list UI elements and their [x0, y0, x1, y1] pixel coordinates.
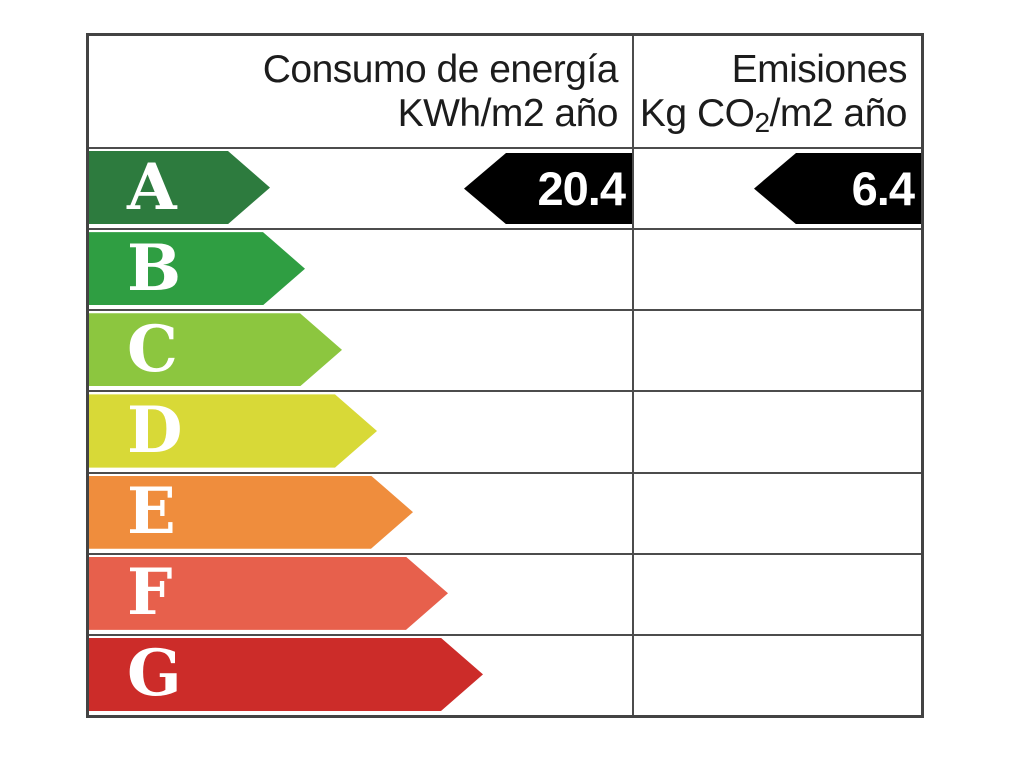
emisiones-cell: [634, 311, 921, 390]
table-header: Consumo de energía KWh/m2 año Emisiones …: [89, 36, 921, 149]
consumo-value: 20.4: [537, 162, 626, 216]
rating-table: Consumo de energía KWh/m2 año Emisiones …: [86, 33, 924, 718]
rating-letter: F: [127, 555, 173, 631]
emisiones-value-arrow: 6.4: [754, 153, 921, 225]
rating-row-e: E: [89, 473, 921, 555]
consumo-cell: B: [89, 230, 634, 310]
rating-scale-arrow: A: [89, 151, 270, 224]
rating-scale-arrow: D: [89, 394, 377, 467]
header-emisiones: Emisiones Kg CO2/m2 año: [634, 36, 921, 147]
rating-letter: B: [127, 230, 182, 306]
emisiones-cell: [634, 392, 921, 471]
rating-row-b: B: [89, 230, 921, 312]
consumo-cell: C: [89, 311, 634, 391]
rating-letter: C: [127, 311, 178, 387]
rating-scale-arrow: G: [89, 638, 483, 711]
rating-scale-arrow: E: [89, 476, 413, 549]
header-emisiones-line1: Emisiones: [731, 48, 908, 91]
emisiones-cell: [634, 230, 921, 309]
consumo-cell: D: [89, 392, 634, 472]
consumo-cell: E: [89, 473, 634, 553]
rating-scale-arrow: B: [89, 232, 305, 305]
co2-subscript: 2: [754, 107, 770, 139]
consumo-value-arrow: 20.4: [464, 153, 632, 225]
consumo-cell: G: [89, 635, 634, 715]
header-consumo-line1: Consumo de energía: [262, 48, 619, 91]
rating-letter: D: [127, 392, 183, 468]
rating-scale-arrow: C: [89, 313, 342, 386]
rating-rows: A 20.4 6.4 B C: [89, 149, 921, 715]
rating-row-f: F: [89, 554, 921, 636]
header-emisiones-line2: Kg CO2/m2 año: [639, 92, 908, 139]
emisiones-cell: [634, 555, 921, 634]
rating-row-d: D: [89, 392, 921, 474]
consumo-cell: A 20.4: [89, 149, 634, 229]
rating-scale-arrow: F: [89, 557, 448, 630]
rating-row-a: A 20.4 6.4: [89, 149, 921, 231]
rating-row-g: G: [89, 635, 921, 715]
emisiones-cell: [634, 636, 921, 715]
emisiones-value: 6.4: [851, 162, 915, 216]
emisiones-cell: 6.4: [634, 149, 921, 228]
rating-row-c: C: [89, 311, 921, 393]
header-consumo: Consumo de energía KWh/m2 año: [89, 36, 634, 147]
rating-letter: G: [127, 636, 182, 712]
emisiones-cell: [634, 474, 921, 553]
rating-letter: A: [127, 149, 177, 225]
rating-letter: E: [127, 474, 176, 550]
consumo-cell: F: [89, 554, 634, 634]
header-consumo-line2: KWh/m2 año: [397, 92, 619, 135]
